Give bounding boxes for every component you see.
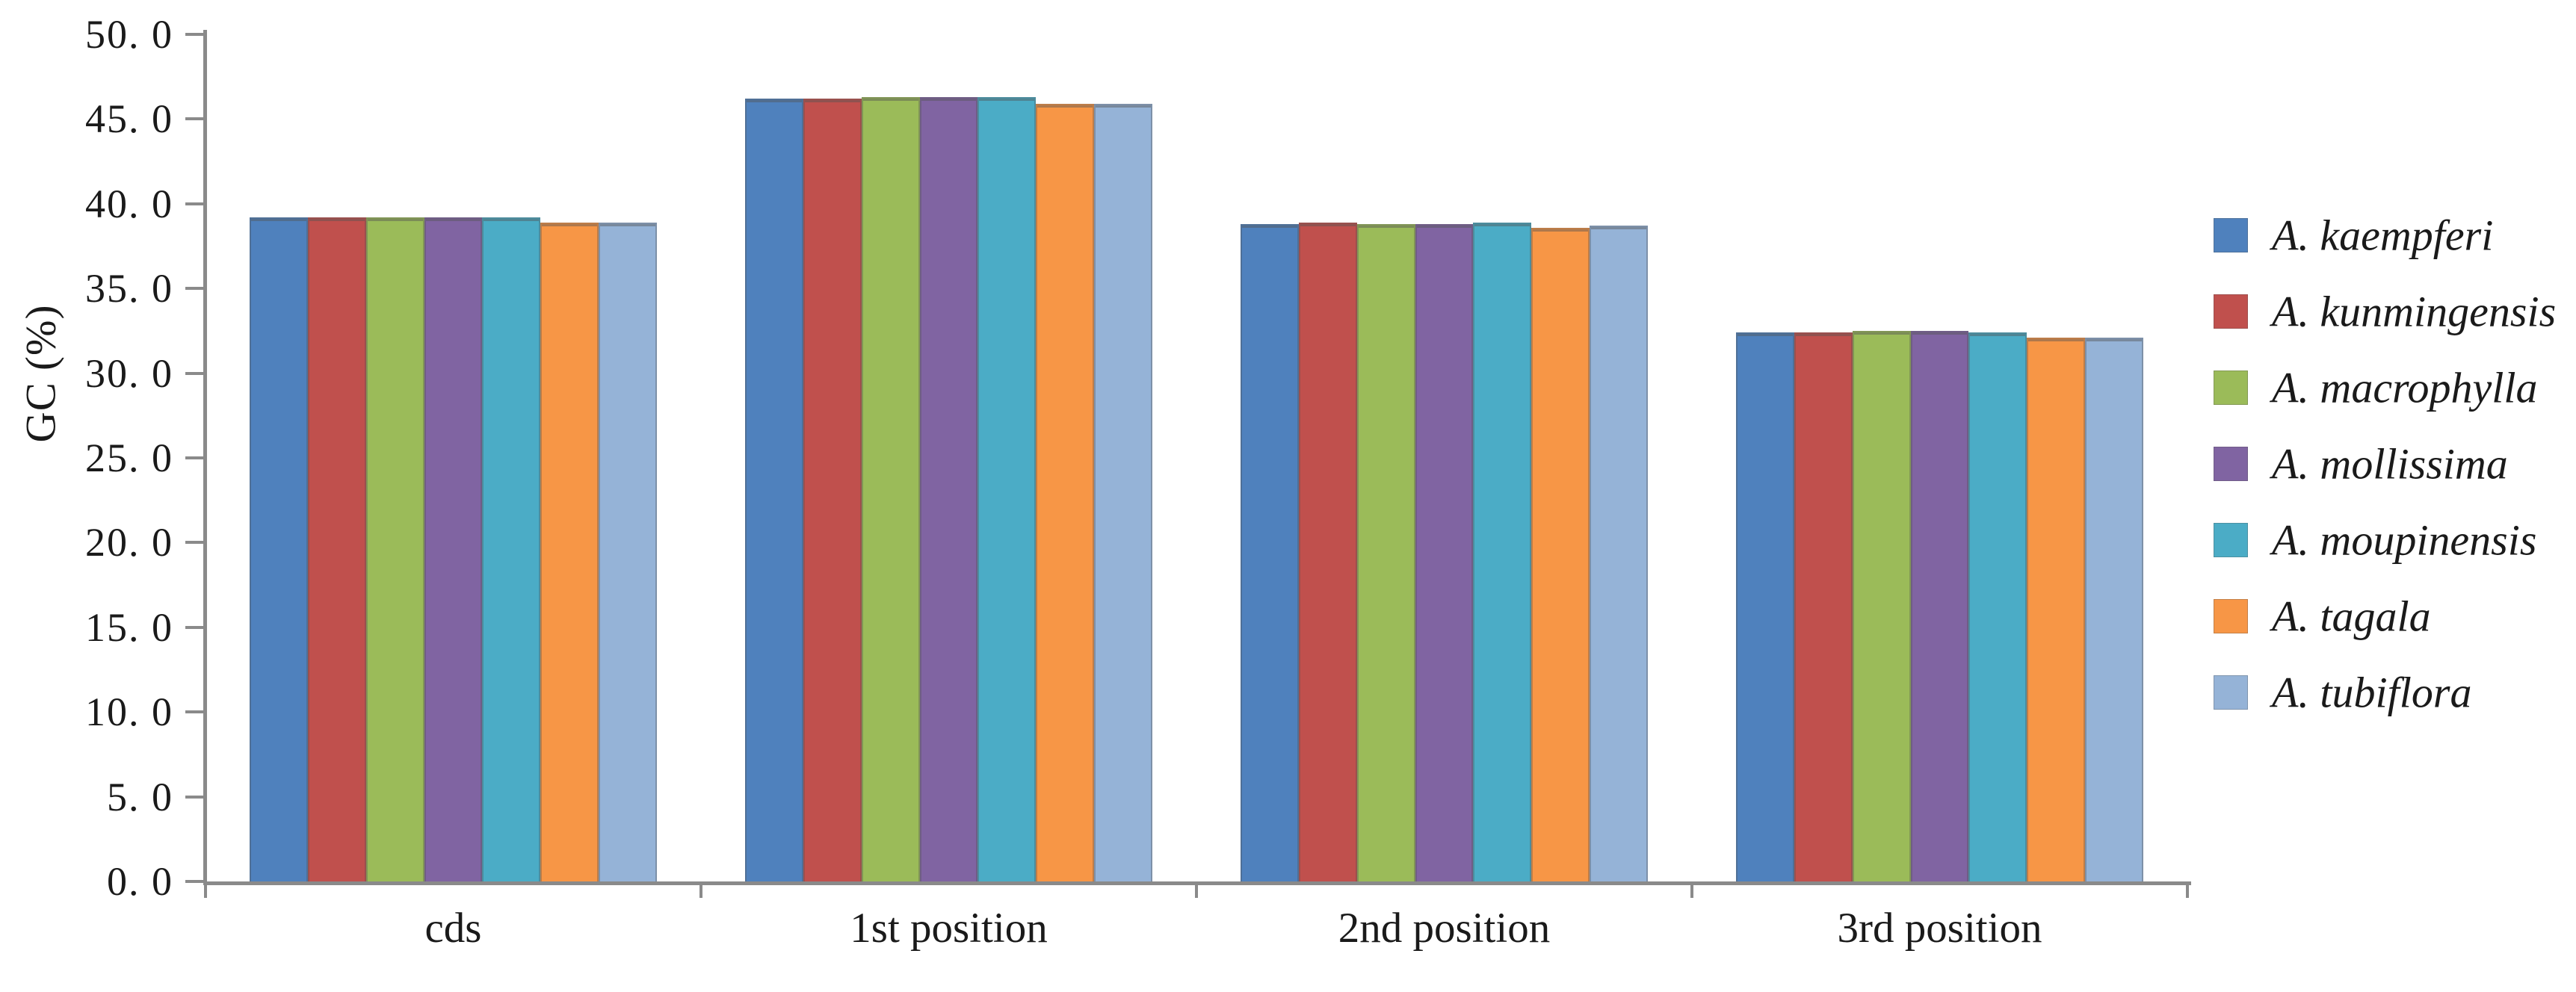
bar-a-macrophylla-cds — [365, 217, 424, 881]
x-axis-boundary-tick — [699, 881, 702, 898]
bar-a-mollissima-3rd-position — [1910, 330, 1969, 881]
bar-a-macrophylla-1st-position — [861, 96, 920, 881]
bar-a-macrophylla-3rd-position — [1852, 330, 1911, 881]
y-tick-mark — [185, 117, 203, 121]
bar-a-kunmingensis-2nd-position — [1298, 222, 1357, 881]
legend-label: A. mollissima — [2272, 439, 2508, 489]
legend-item-a-kaempferi: A. kaempferi — [2214, 209, 2572, 261]
y-axis-line — [203, 30, 207, 885]
y-tick-label: 10. 0 — [85, 689, 173, 735]
bar-a-kaempferi-1st-position — [745, 99, 803, 881]
bar-a-kunmingensis-1st-position — [803, 99, 862, 881]
y-tick-label: 25. 0 — [85, 435, 173, 480]
y-tick-label: 45. 0 — [85, 96, 173, 142]
y-tick-label: 20. 0 — [85, 520, 173, 565]
legend-item-a-kunmingensis: A. kunmingensis — [2214, 285, 2572, 338]
bar-a-mollissima-2nd-position — [1415, 224, 1474, 881]
legend-item-a-mollissima: A. mollissima — [2214, 438, 2572, 490]
x-axis-category-label: cds — [424, 905, 482, 952]
y-tick-mark — [185, 795, 203, 799]
x-axis-category-label: 2nd position — [1338, 905, 1551, 952]
y-tick-label: 5. 0 — [107, 774, 173, 819]
bar-a-mollissima-cds — [424, 217, 483, 881]
bar-a-tubiflora-1st-position — [1094, 103, 1152, 881]
bar-a-kaempferi-3rd-position — [1736, 332, 1794, 881]
bar-a-moupinensis-cds — [482, 217, 541, 881]
legend-label: A. moupinensis — [2272, 515, 2537, 565]
legend: A. kaempferi A. kunmingensis A. macrophyll… — [2214, 0, 2572, 992]
bar-a-kaempferi-2nd-position — [1241, 224, 1299, 881]
bar-a-tagala-cds — [540, 222, 599, 881]
bar-a-tagala-3rd-position — [2027, 337, 2086, 881]
bar-a-kunmingensis-3rd-position — [1794, 332, 1853, 881]
legend-label: A. kaempferi — [2272, 211, 2494, 260]
y-tick-mark — [185, 710, 203, 714]
y-tick-mark — [185, 541, 203, 545]
legend-swatch — [2214, 371, 2248, 405]
bar-a-moupinensis-2nd-position — [1473, 222, 1532, 881]
x-axis-boundary-tick — [2186, 881, 2189, 898]
legend-item-a-macrophylla: A. macrophylla — [2214, 362, 2572, 414]
y-tick-mark — [185, 287, 203, 291]
legend-label: A. kunmingensis — [2272, 287, 2557, 336]
y-tick-mark — [185, 202, 203, 205]
y-tick-label: 40. 0 — [85, 181, 173, 226]
x-axis-boundary-tick — [1195, 881, 1198, 898]
x-axis-boundary-tick — [204, 881, 207, 898]
y-tick-label: 50. 0 — [85, 12, 173, 57]
legend-swatch — [2214, 294, 2248, 329]
legend-swatch — [2214, 523, 2248, 557]
x-axis-category-label: 1st position — [850, 905, 1048, 952]
bar-a-mollissima-1st-position — [919, 96, 978, 881]
legend-label: A. tubiflora — [2272, 668, 2472, 717]
bar-a-tubiflora-cds — [599, 222, 657, 881]
y-tick-mark — [185, 371, 203, 375]
bar-a-tubiflora-2nd-position — [1590, 226, 1648, 881]
y-tick-mark — [185, 33, 203, 36]
legend-swatch — [2214, 218, 2248, 252]
y-tick-label: 0. 0 — [107, 859, 173, 904]
y-tick-label: 30. 0 — [85, 350, 173, 396]
legend-swatch — [2214, 599, 2248, 633]
legend-item-a-tagala: A. tagala — [2214, 590, 2572, 642]
legend-label: A. macrophylla — [2272, 363, 2538, 412]
y-tick-label: 35. 0 — [85, 266, 173, 311]
bar-a-moupinensis-3rd-position — [1968, 332, 2027, 881]
bar-a-kunmingensis-cds — [307, 217, 366, 881]
bar-a-kaempferi-cds — [250, 217, 308, 881]
x-axis-category-label: 3rd position — [1837, 905, 2042, 952]
legend-swatch — [2214, 447, 2248, 481]
bar-a-tagala-2nd-position — [1531, 227, 1590, 881]
y-tick-mark — [185, 880, 203, 883]
legend-item-a-tubiflora: A. tubiflora — [2214, 666, 2572, 719]
legend-swatch — [2214, 675, 2248, 710]
bar-a-tagala-1st-position — [1036, 103, 1095, 881]
y-tick-mark — [185, 456, 203, 459]
bar-a-macrophylla-2nd-position — [1356, 224, 1415, 881]
bar-a-tubiflora-3rd-position — [2085, 337, 2143, 881]
y-tick-mark — [185, 625, 203, 629]
legend-item-a-moupinensis: A. moupinensis — [2214, 514, 2572, 566]
y-tick-label: 15. 0 — [85, 604, 173, 650]
legend-label: A. tagala — [2272, 592, 2431, 641]
bar-a-moupinensis-1st-position — [977, 96, 1037, 881]
x-axis-boundary-tick — [1690, 881, 1693, 898]
